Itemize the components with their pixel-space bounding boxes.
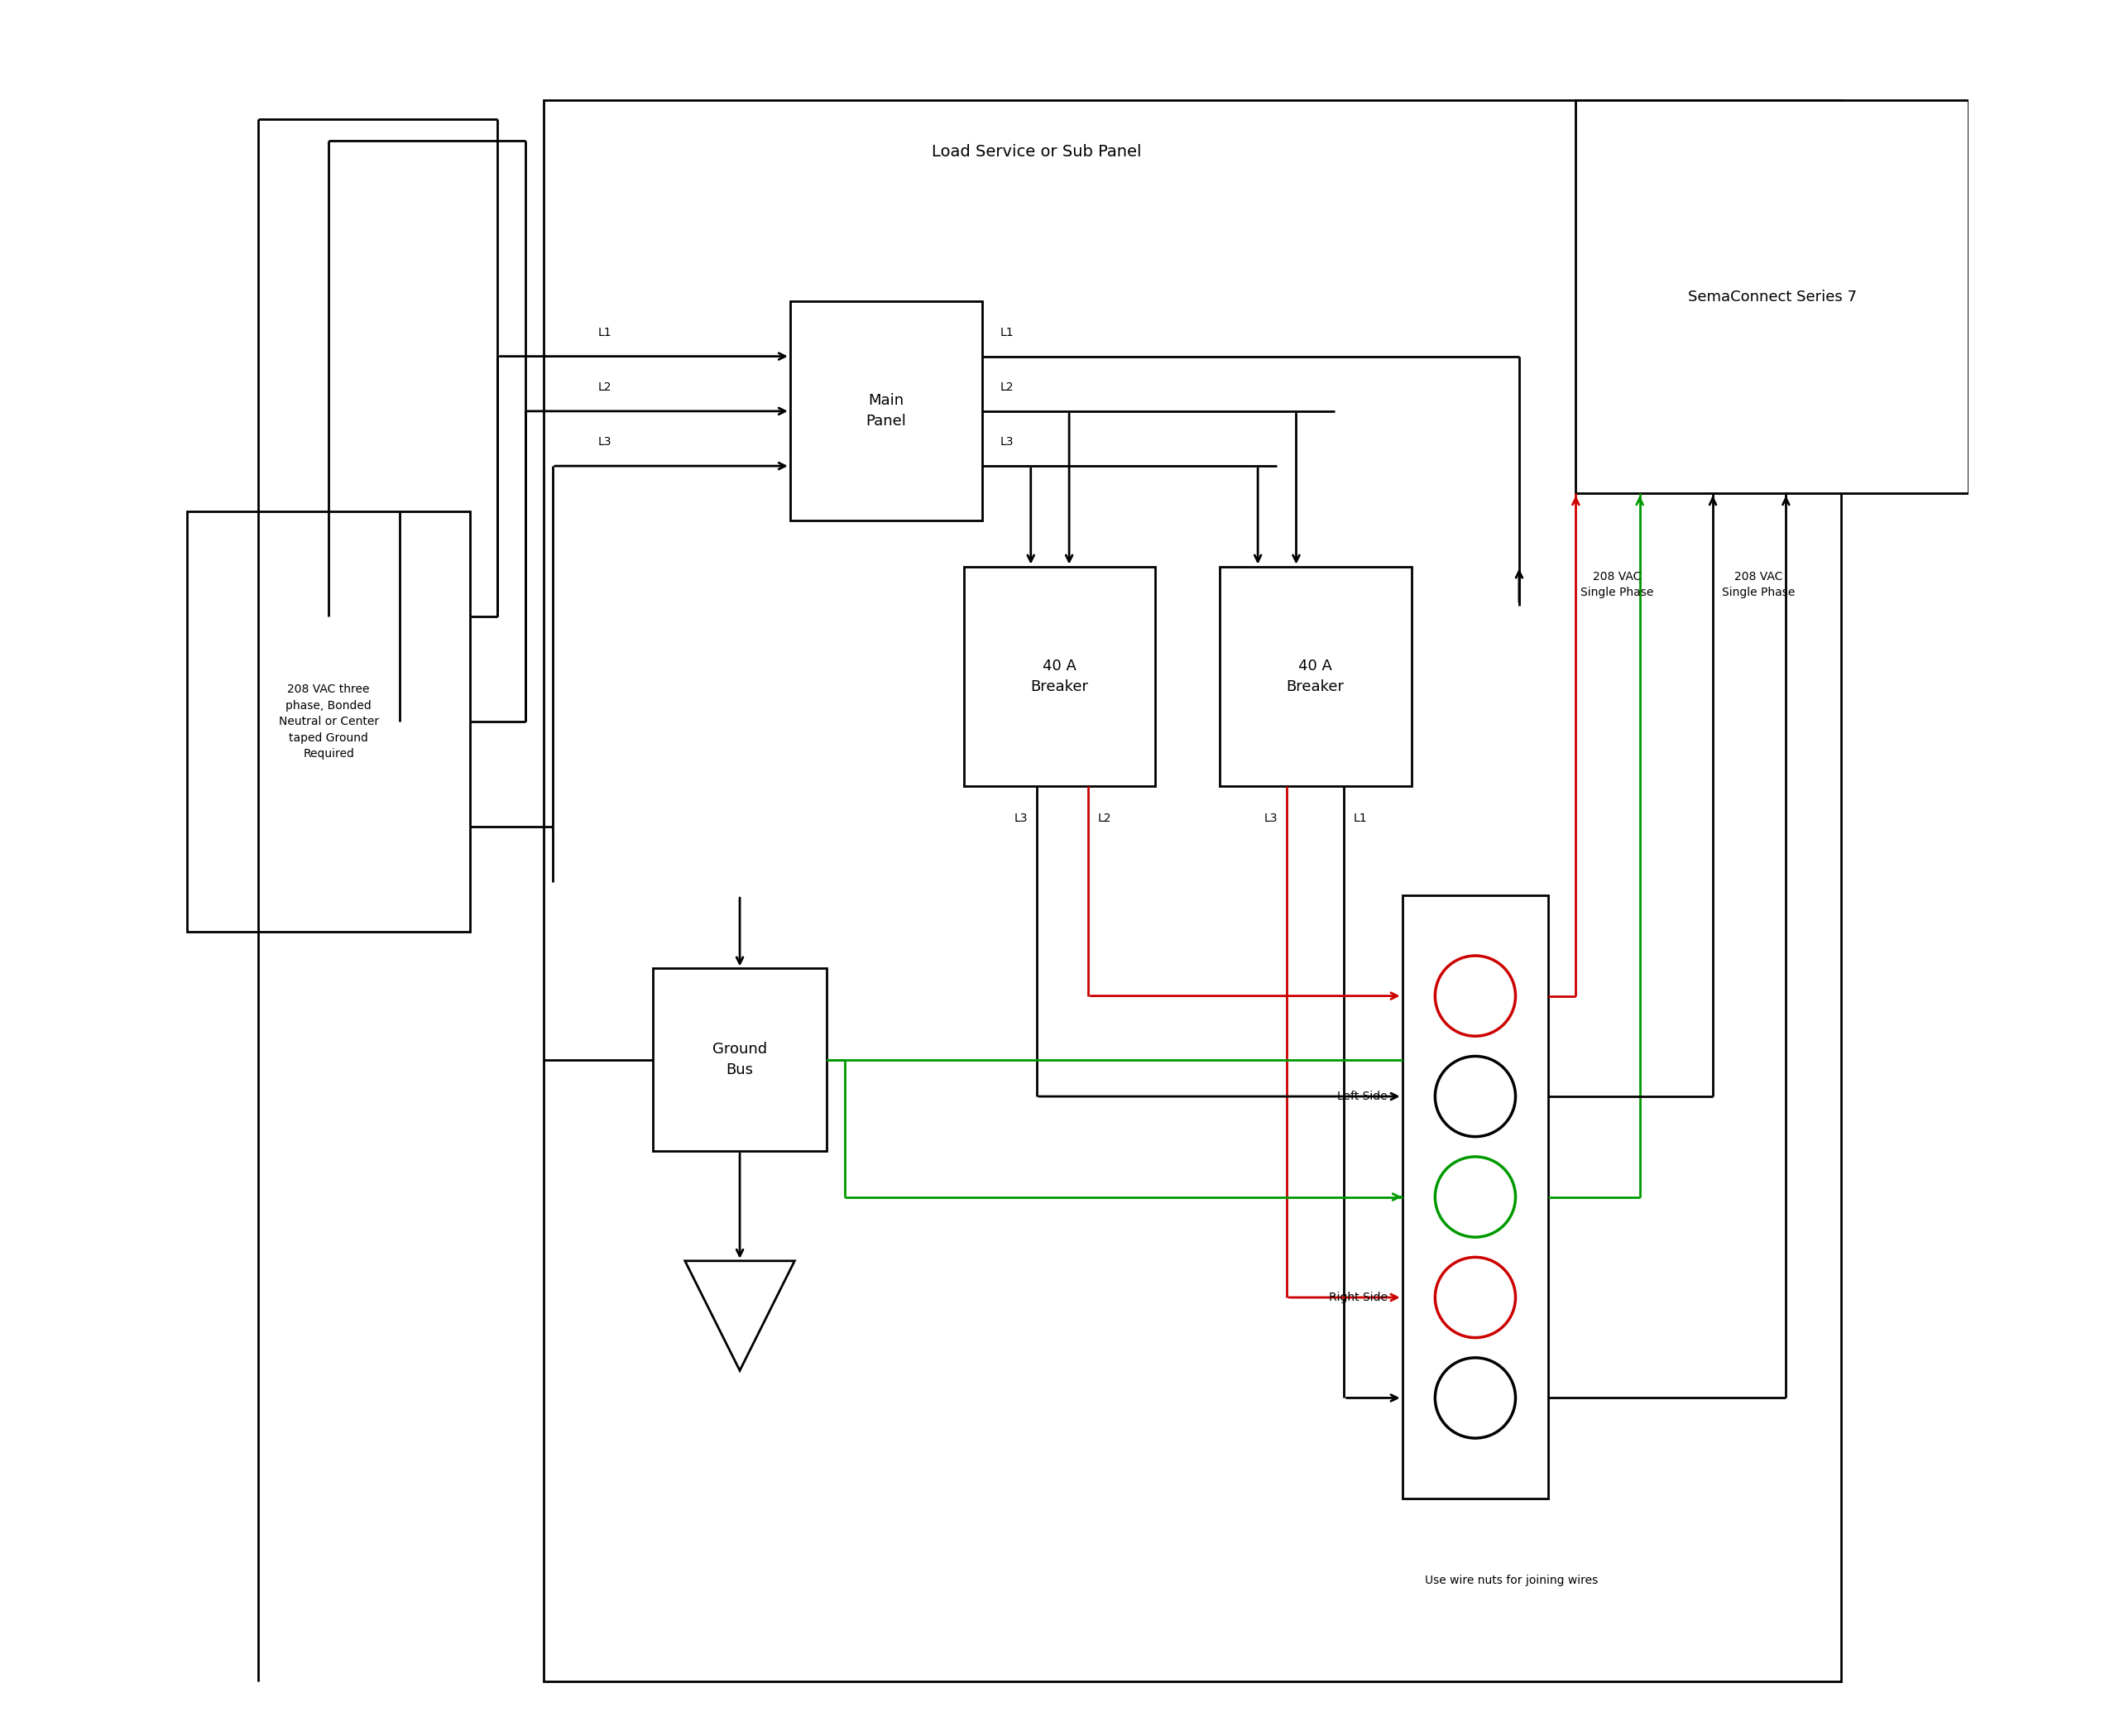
Text: L3: L3 [1264, 812, 1277, 825]
Bar [789, 302, 981, 521]
Text: Load Service or Sub Panel: Load Service or Sub Panel [931, 144, 1142, 160]
Text: 208 VAC
Single Phase: 208 VAC Single Phase [1722, 571, 1796, 599]
Text: Left Side: Left Side [1338, 1090, 1388, 1102]
Circle shape [1435, 1156, 1515, 1238]
Text: L1: L1 [1000, 326, 1015, 339]
Text: 40 A
Breaker: 40 A Breaker [1030, 658, 1089, 694]
Text: L1: L1 [597, 326, 612, 339]
Text: L1: L1 [1353, 812, 1367, 825]
Text: L2: L2 [1097, 812, 1112, 825]
Circle shape [1435, 1055, 1515, 1137]
Circle shape [1435, 1358, 1515, 1437]
Text: 40 A
Breaker: 40 A Breaker [1287, 658, 1344, 694]
Bar [1220, 566, 1412, 786]
Bar [188, 512, 471, 932]
Text: L3: L3 [1000, 436, 1013, 448]
Text: 208 VAC three
phase, Bonded
Neutral or Center
taped Ground
Required: 208 VAC three phase, Bonded Neutral or C… [279, 684, 378, 760]
Bar [1576, 101, 1969, 493]
Text: Main
Panel: Main Panel [865, 394, 905, 429]
Text: L2: L2 [597, 382, 612, 392]
Text: Ground
Bus: Ground Bus [713, 1042, 768, 1078]
Text: Right Side: Right Side [1329, 1292, 1388, 1304]
Bar [544, 101, 1840, 1680]
Text: SemaConnect Series 7: SemaConnect Series 7 [1688, 290, 1857, 304]
Bar [652, 969, 827, 1151]
Circle shape [1435, 1257, 1515, 1338]
Bar [964, 566, 1156, 786]
Text: L2: L2 [1000, 382, 1013, 392]
Bar [1403, 896, 1549, 1498]
Text: L3: L3 [1013, 812, 1028, 825]
Circle shape [1435, 957, 1515, 1036]
Text: Use wire nuts for joining wires: Use wire nuts for joining wires [1424, 1575, 1599, 1587]
Text: L3: L3 [597, 436, 612, 448]
Text: 208 VAC
Single Phase: 208 VAC Single Phase [1580, 571, 1654, 599]
